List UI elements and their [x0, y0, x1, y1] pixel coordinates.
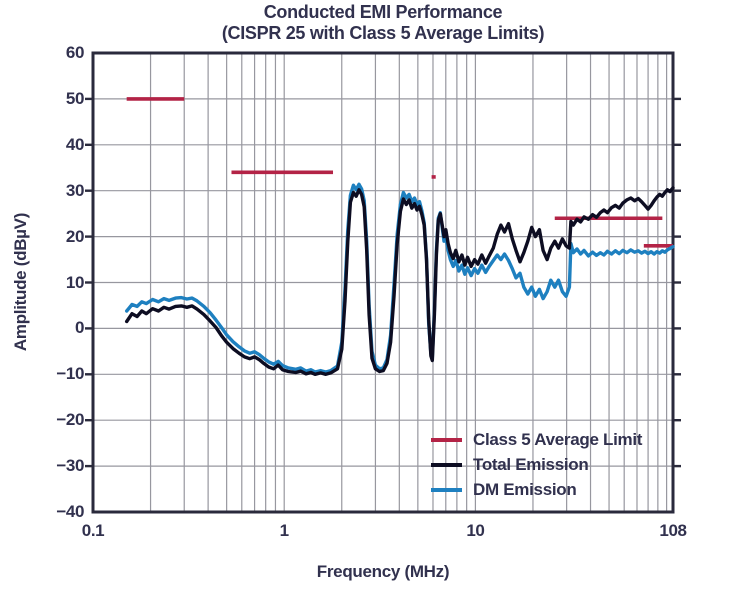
chart-title-block: Conducted EMI Performance (CISPR 25 with…: [33, 2, 733, 44]
y-tick-label: −10: [56, 364, 84, 384]
y-tick-label: 50: [65, 88, 85, 108]
x-tick-label: 10: [466, 521, 485, 540]
legend-label: DM Emission: [473, 479, 577, 499]
legend: Class 5 Average Limit Total Emission DM Em…: [431, 427, 642, 502]
y-tick-label: 30: [65, 180, 85, 200]
chart-title: Conducted EMI Performance: [263, 2, 503, 22]
x-tick-label: 1: [279, 521, 289, 540]
legend-swatch: [431, 487, 462, 492]
legend-item: Class 5 Average Limit: [431, 427, 642, 452]
y-tick-label: 10: [65, 272, 85, 292]
x-tick-label: 0.1: [81, 521, 105, 540]
legend-label: Class 5 Average Limit: [473, 429, 643, 449]
y-tick-label: −30: [56, 456, 84, 476]
y-tick-label: 0: [74, 318, 84, 338]
y-tick-label: −40: [56, 502, 84, 521]
legend-swatch: [431, 437, 462, 442]
x-axis-label: Frequency (MHz): [316, 562, 450, 581]
legend-swatch: [431, 462, 462, 467]
y-axis-label: Amplitude (dBµV): [11, 212, 30, 352]
plot-border: [91, 51, 675, 514]
y-tick-label: 40: [65, 134, 85, 154]
chart-subtitle: (CISPR 25 with Class 5 Average Limits): [221, 23, 545, 43]
legend-item: Total Emission: [431, 452, 642, 477]
y-tick-label: 60: [65, 43, 85, 62]
legend-label: Total Emission: [473, 454, 589, 474]
y-tick-label: 20: [65, 226, 85, 246]
x-tick-label: 108: [659, 521, 687, 540]
y-tick-label: −20: [56, 410, 84, 430]
legend-item: DM Emission: [431, 477, 642, 502]
total-emission-curve: [125, 186, 675, 376]
